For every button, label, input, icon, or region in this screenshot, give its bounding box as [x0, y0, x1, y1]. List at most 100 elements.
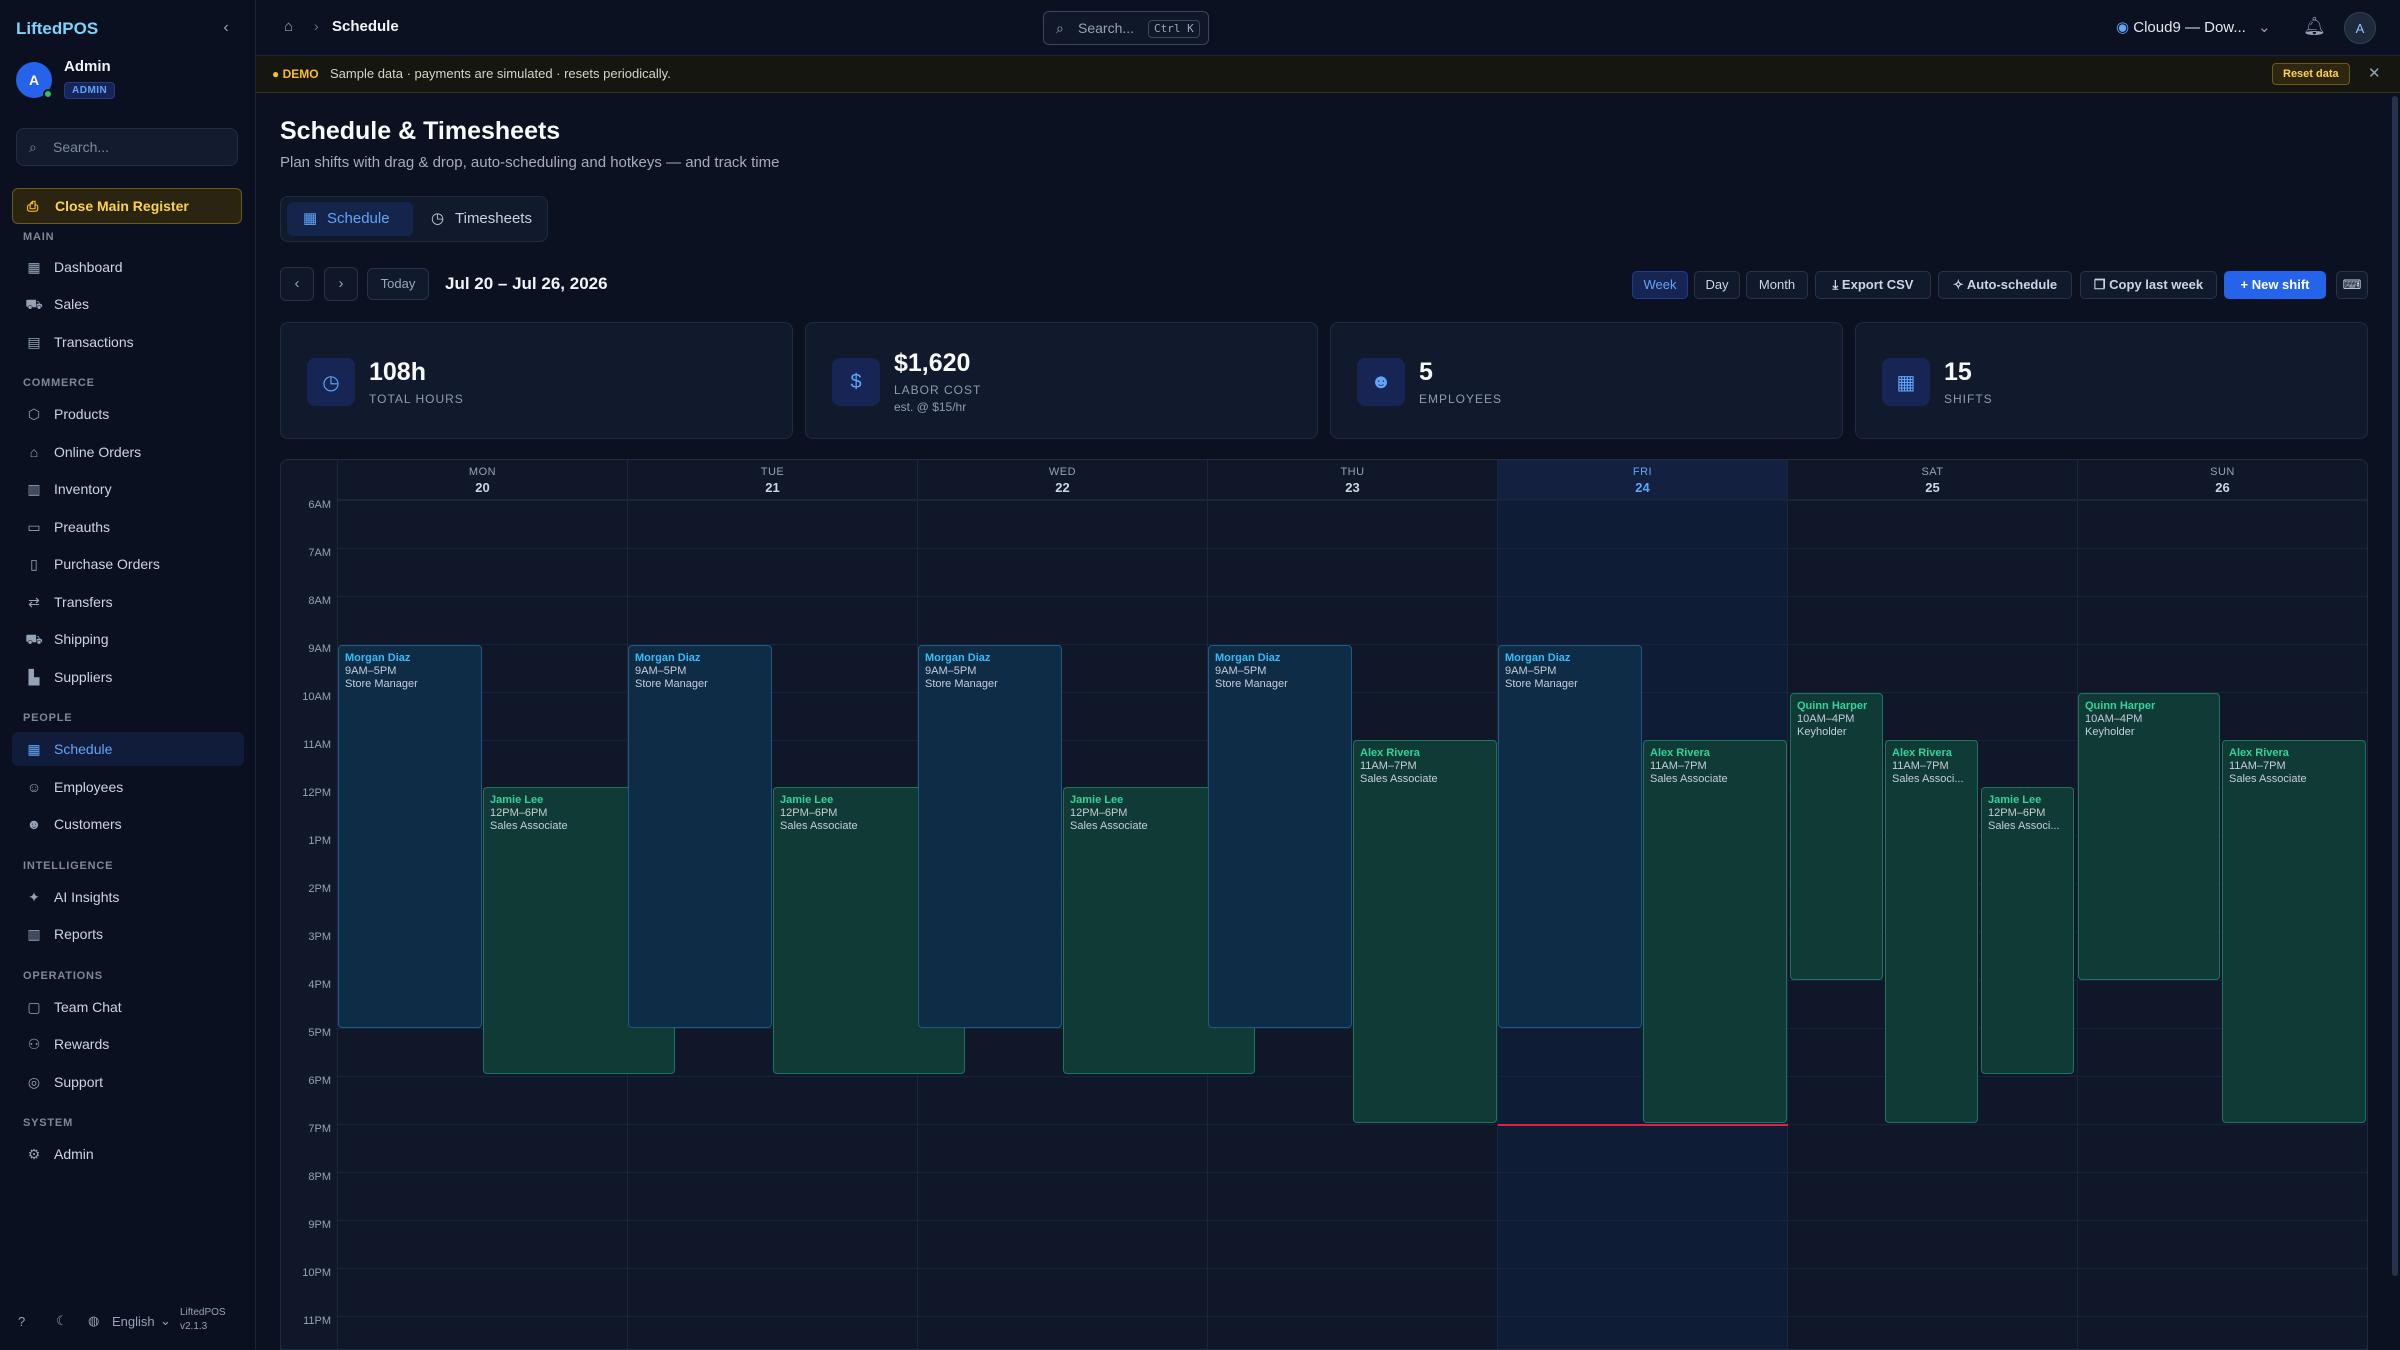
day-name: SUN	[2210, 466, 2235, 478]
dashboard-icon: ▦	[27, 259, 41, 275]
sidebar-item-customers[interactable]: ☻ Customers	[12, 807, 244, 841]
day-column[interactable]	[337, 500, 627, 1349]
shift-block[interactable]: Alex Rivera 11AM–7PM Sales Associate	[1643, 740, 1787, 1123]
close-register-button[interactable]: ⎙ Close Main Register	[12, 188, 242, 224]
shift-block[interactable]: Alex Rivera 11AM–7PM Sales Associ...	[1885, 740, 1978, 1123]
hour-line	[336, 1172, 2367, 1173]
shift-name: Alex Rivera	[2229, 747, 2289, 759]
shift-block[interactable]: Morgan Diaz 9AM–5PM Store Manager	[1208, 645, 1352, 1028]
user-profile[interactable]: A Admin ADMIN	[16, 56, 236, 102]
sidebar-item-shipping[interactable]: ⛟ Shipping	[12, 622, 244, 656]
view-week-button[interactable]: Week	[1632, 271, 1688, 299]
home-icon[interactable]: ⌂	[284, 18, 294, 35]
shift-block[interactable]: Morgan Diaz 9AM–5PM Store Manager	[918, 645, 1062, 1028]
copy-last-week-button[interactable]: ❐ Copy last week	[2080, 271, 2217, 299]
clock-icon: ◷	[431, 210, 445, 227]
today-button[interactable]: Today	[367, 268, 429, 300]
sidebar-item-purchase-orders[interactable]: ▯ Purchase Orders	[12, 547, 244, 581]
shift-role: Sales Associ...	[1892, 773, 1964, 785]
shift-time: 9AM–5PM	[1215, 665, 1267, 677]
sidebar-item-admin[interactable]: ⚙ Admin	[12, 1137, 244, 1171]
sidebar-item-inventory[interactable]: ▥ Inventory	[12, 472, 244, 506]
tab-timesheets[interactable]: ◷ Timesheets	[415, 202, 543, 236]
prev-week-button[interactable]: ‹	[280, 267, 314, 301]
shift-block[interactable]: Morgan Diaz 9AM–5PM Store Manager	[628, 645, 772, 1028]
sidebar-item-reports[interactable]: ▥ Reports	[12, 917, 244, 951]
cart-icon: ⛟	[25, 296, 43, 312]
view-day-button[interactable]: Day	[1694, 271, 1740, 299]
hour-label: 11AM	[303, 739, 331, 751]
chevron-down-icon[interactable]: ⌄	[160, 1313, 171, 1328]
shift-block[interactable]: Alex Rivera 11AM–7PM Sales Associate	[1353, 740, 1497, 1123]
demo-message: Sample data · payments are simulated · r…	[330, 66, 671, 81]
online-status-dot	[43, 89, 53, 99]
shift-name: Quinn Harper	[1797, 700, 1868, 712]
day-column[interactable]	[1787, 500, 2077, 1349]
shift-block[interactable]: Morgan Diaz 9AM–5PM Store Manager	[1498, 645, 1642, 1028]
chevron-right-icon: ›	[338, 275, 344, 292]
auto-schedule-button[interactable]: ✧ Auto-schedule	[1938, 271, 2072, 299]
sidebar-item-transactions[interactable]: ▤ Transactions	[12, 325, 244, 359]
award-icon: ⚇	[27, 1036, 41, 1052]
shift-name: Morgan Diaz	[345, 652, 411, 664]
sidebar-item-dashboard[interactable]: ▦ Dashboard	[12, 250, 244, 284]
sidebar-item-support[interactable]: ◎ Support	[12, 1065, 244, 1099]
stat-label: TOTAL HOURS	[369, 392, 464, 406]
brand-logo[interactable]: LiftedPOS	[16, 19, 99, 38]
shift-block[interactable]: Alex Rivera 11AM–7PM Sales Associate	[2222, 740, 2366, 1123]
day-header-tue: TUE 21	[627, 460, 917, 500]
global-search-button[interactable]: ⌕ Search... Ctrl K	[1043, 11, 1209, 45]
sidebar-item-ai-insights[interactable]: ✦ AI Insights	[12, 880, 244, 914]
day-date: 24	[1635, 480, 1650, 495]
language-select[interactable]: English	[112, 1314, 155, 1329]
sidebar-item-sales[interactable]: ⛟ Sales	[12, 287, 244, 321]
next-week-button[interactable]: ›	[324, 267, 358, 301]
shift-name: Morgan Diaz	[1215, 652, 1281, 664]
sidebar-item-online-orders[interactable]: ⌂ Online Orders	[12, 435, 244, 469]
date-range: Jul 20 – Jul 26, 2026	[445, 274, 608, 293]
export-csv-button[interactable]: ⤓ Export CSV	[1815, 271, 1931, 299]
shift-block[interactable]: Quinn Harper 10AM–4PM Keyholder	[2078, 693, 2220, 980]
shift-block[interactable]: Quinn Harper 10AM–4PM Keyholder	[1790, 693, 1883, 980]
hour-label: 7PM	[308, 1123, 331, 1135]
section-operations: OPERATIONS	[23, 970, 103, 982]
calendar-icon: ▦	[1882, 358, 1930, 406]
day-column[interactable]	[2077, 500, 2367, 1349]
bell-icon[interactable]: 🔔︎	[2303, 16, 2326, 36]
location-selector[interactable]: ◉ Cloud9 — Dow... ⌄	[2116, 18, 2271, 36]
hour-label: 8PM	[308, 1171, 331, 1183]
collapse-sidebar-icon[interactable]: ‹	[223, 19, 229, 36]
sidebar-item-team-chat[interactable]: ▢ Team Chat	[12, 990, 244, 1024]
stat-employees: ☻ 5 EMPLOYEES	[1330, 322, 1843, 439]
stat-value: 5	[1419, 358, 1433, 386]
day-name: WED	[1048, 466, 1077, 478]
bar-chart-icon: ▥	[27, 926, 41, 942]
sidebar-item-rewards[interactable]: ⚇ Rewards	[12, 1027, 244, 1061]
shift-time: 11AM–7PM	[1650, 760, 1707, 772]
close-icon[interactable]: ✕	[2368, 65, 2381, 82]
account-avatar[interactable]: A	[2344, 12, 2376, 44]
shift-block[interactable]: Morgan Diaz 9AM–5PM Store Manager	[338, 645, 482, 1028]
factory-icon: ▙	[28, 669, 40, 685]
gear-icon: ⚙	[27, 1146, 41, 1162]
sidebar-item-employees[interactable]: ☺ Employees	[12, 770, 244, 804]
hour-label: 6AM	[308, 499, 331, 511]
reset-data-button[interactable]: Reset data	[2272, 63, 2350, 85]
sidebar-item-products[interactable]: ⬡ Products	[12, 397, 244, 431]
sidebar-item-suppliers[interactable]: ▙ Suppliers	[12, 660, 244, 694]
tab-schedule[interactable]: ▦ Schedule	[287, 202, 413, 236]
sidebar-item-schedule[interactable]: ▦ Schedule	[12, 732, 244, 766]
sidebar-search-input[interactable]: ⌕ Search...	[16, 128, 238, 166]
new-shift-button[interactable]: + New shift	[2224, 271, 2326, 299]
sidebar-item-preauths[interactable]: ▭ Preauths	[12, 510, 244, 544]
page-scrollbar[interactable]	[2392, 96, 2398, 1276]
hour-label: 11PM	[303, 1315, 331, 1327]
keyboard-shortcuts-button[interactable]: ⌨	[2336, 271, 2368, 299]
sidebar-item-transfers[interactable]: ⇄ Transfers	[12, 585, 244, 619]
shift-block[interactable]: Jamie Lee 12PM–6PM Sales Associ...	[1981, 787, 2074, 1074]
close-register-label: Close Main Register	[55, 198, 189, 214]
moon-icon[interactable]: ☾	[56, 1313, 68, 1328]
view-month-button[interactable]: Month	[1746, 271, 1808, 299]
shift-role: Store Manager	[345, 678, 418, 690]
help-icon[interactable]: ?	[18, 1314, 26, 1329]
